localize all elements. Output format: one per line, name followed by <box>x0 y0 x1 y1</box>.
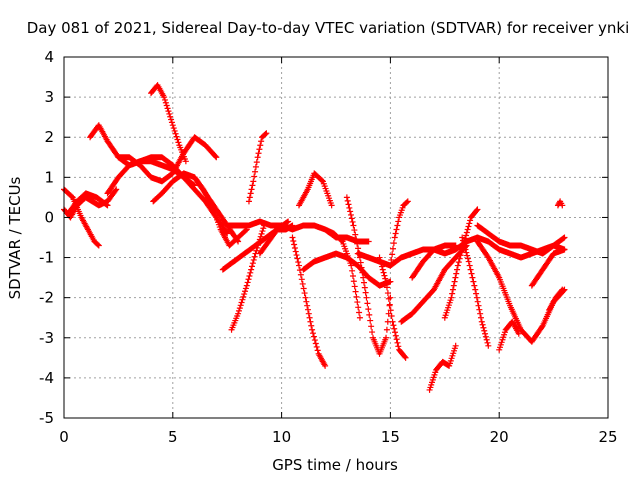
series-track-31 <box>528 246 568 289</box>
series-track-15 <box>289 234 329 369</box>
chart-title: Day 081 of 2021, Sidereal Day-to-day VTE… <box>27 19 630 37</box>
grid-lines <box>64 57 608 418</box>
y-tick-label: -3 <box>39 329 54 347</box>
plus-markers <box>65 190 111 217</box>
series-track-30 <box>496 318 522 353</box>
y-tick-label: 3 <box>44 88 54 106</box>
x-tick-label: 10 <box>272 428 291 446</box>
plus-markers <box>387 198 411 269</box>
plus-markers <box>376 254 409 361</box>
plus-markers <box>289 234 329 369</box>
y-tick-label: -5 <box>39 409 54 427</box>
plus-markers <box>115 134 220 185</box>
series-track-16 <box>296 170 335 209</box>
plus-markers <box>322 226 363 321</box>
y-tick-label: -1 <box>39 249 54 267</box>
series-track-21 <box>376 254 409 361</box>
x-tick-label: 25 <box>598 428 617 446</box>
plus-markers <box>148 82 189 165</box>
series-track-23 <box>398 242 470 325</box>
series-track-07 <box>148 82 189 165</box>
series-track-19 <box>343 194 394 357</box>
plus-markers <box>104 158 231 237</box>
plus-markers <box>474 222 568 257</box>
x-tick-label: 0 <box>59 428 69 446</box>
tick-labels: 0 5 10 15 20 25 -5 -4 -3 -2 -1 0 1 2 3 4 <box>39 48 618 446</box>
y-tick-label: 1 <box>44 168 54 186</box>
x-tick-label: 15 <box>381 428 400 446</box>
y-tick-label: 4 <box>44 48 54 66</box>
data-points <box>61 82 568 393</box>
series-track-18 <box>322 226 363 321</box>
y-tick-label: -2 <box>39 289 54 307</box>
plus-markers <box>343 194 394 357</box>
plus-markers <box>296 170 335 209</box>
y-tick-label: -4 <box>39 369 54 387</box>
series-track-27 <box>459 234 492 349</box>
plus-markers <box>256 222 296 257</box>
series-track-03 <box>65 190 111 217</box>
y-tick-label: 0 <box>44 208 54 226</box>
series-track-05 <box>104 158 231 237</box>
series-track-22 <box>387 198 411 269</box>
series-track-13 <box>245 130 270 205</box>
plus-markers <box>546 286 566 313</box>
series-track-32 <box>546 286 566 313</box>
series-track-24 <box>409 242 459 281</box>
y-tick-label: 2 <box>44 128 54 146</box>
plus-markers <box>228 222 268 333</box>
plus-markers <box>459 234 492 349</box>
series-track-25 <box>426 342 459 393</box>
plus-markers <box>409 242 459 281</box>
series-track-12 <box>228 222 268 333</box>
series-track-06 <box>115 134 220 185</box>
series-track-33 <box>554 198 566 209</box>
axis-ticks <box>63 56 609 419</box>
plus-markers <box>245 130 270 205</box>
x-axis-label: GPS time / hours <box>272 456 398 474</box>
plot-frame <box>63 56 609 419</box>
x-tick-label: 5 <box>168 428 178 446</box>
plus-markers <box>426 342 459 393</box>
series-track-29 <box>474 222 568 257</box>
plus-markers <box>191 174 250 249</box>
series-track-14 <box>256 222 296 257</box>
plus-markers <box>496 318 522 353</box>
plus-markers <box>398 242 470 325</box>
plus-markers <box>528 246 568 289</box>
x-tick-label: 20 <box>490 428 509 446</box>
series-track-09 <box>191 174 250 249</box>
plus-markers <box>554 198 566 209</box>
y-axis-label: SDTVAR / TECUs <box>6 176 24 299</box>
